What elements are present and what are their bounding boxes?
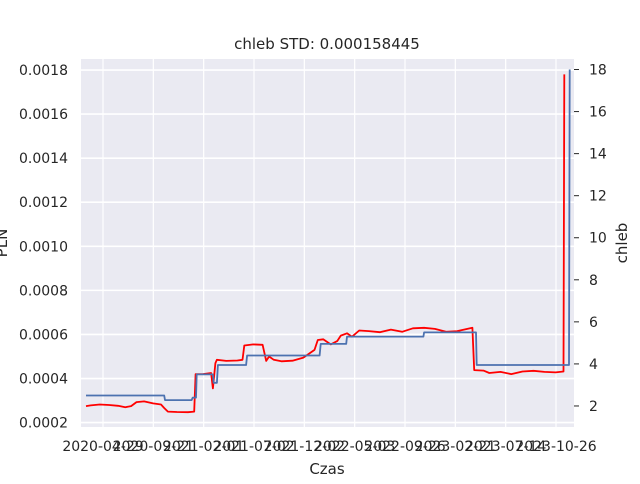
x-tick-label: 2022-09-26 — [364, 439, 445, 455]
y-right-tick-label: 8 — [589, 273, 598, 289]
y-left-tick-label: 0.0002 — [19, 416, 68, 432]
y-right-tick-label: 18 — [589, 63, 607, 79]
y-right-tick-label: 4 — [589, 357, 598, 373]
y-left-tick-label: 0.0018 — [19, 63, 68, 79]
right-y-axis-title: chleb — [613, 223, 631, 264]
x-tick-label: 2020-09-21 — [113, 439, 194, 455]
y-left-tick-label: 0.0016 — [19, 107, 68, 123]
x-tick-label: 2023-07-14 — [465, 439, 546, 455]
y-left-tick-label: 0.0006 — [19, 327, 68, 343]
x-tick-label: 2020-04-29 — [62, 439, 143, 455]
y-right-tick-label: 10 — [589, 231, 607, 247]
series-line-left — [85, 74, 566, 414]
x-tick-label: 2023-02-21 — [415, 439, 496, 455]
x-tick-label: 2021-12-02 — [264, 439, 345, 455]
y-right-tick-label: 14 — [589, 147, 607, 163]
y-left-tick-label: 0.0010 — [19, 239, 68, 255]
series-line-right — [86, 69, 571, 402]
x-axis-ticks: 2020-04-292020-09-212021-02-012021-07-02… — [62, 439, 596, 455]
y-right-tick-label: 2 — [589, 399, 598, 415]
chart-title: chleb STD: 0.000158445 — [234, 35, 420, 53]
y-left-tick-label: 0.0004 — [19, 372, 68, 388]
left-y-axis-title: PLN — [0, 229, 11, 258]
x-tick-label: 2023-10-26 — [515, 439, 596, 455]
series-layer — [85, 69, 571, 414]
x-tick-label: 2021-07-02 — [213, 439, 294, 455]
y-right-tick-label: 6 — [589, 315, 598, 331]
right-axis-ticks: 2 4 6 8 10 12 14 16 18 — [574, 63, 607, 415]
y-right-tick-label: 16 — [589, 105, 607, 121]
x-tick-label: 2021-02-01 — [163, 439, 244, 455]
y-left-tick-label: 0.0008 — [19, 283, 68, 299]
x-axis-title: Czas — [309, 460, 345, 478]
y-left-tick-label: 0.0012 — [19, 195, 68, 211]
left-axis-ticks: 0.0002 0.0004 0.0006 0.0008 0.0010 0.0012 0.00… — [19, 63, 68, 432]
y-right-tick-label: 12 — [589, 189, 607, 205]
x-tick-label: 2022-05-03 — [314, 439, 395, 455]
y-left-tick-label: 0.0014 — [19, 151, 68, 167]
